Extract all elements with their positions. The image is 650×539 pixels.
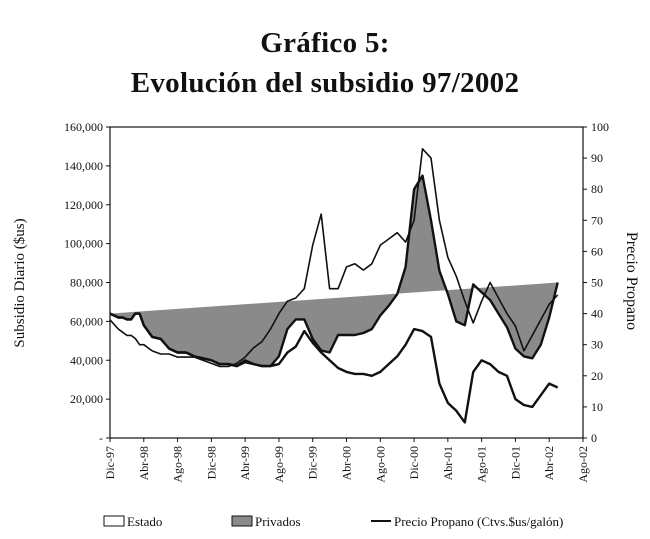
x-tick-label: Abr-01 [441, 446, 455, 480]
area-privados [110, 175, 558, 367]
legend-swatch-privados [231, 515, 253, 527]
y-right-tick-label: 0 [591, 431, 597, 445]
y-left-tick-label: 40,000 [70, 353, 103, 367]
y-right-tick-label: 70 [591, 213, 603, 227]
y-left-tick-label: 160,000 [64, 120, 103, 134]
y-axis-left-label: Subsidio Diario ($us) [12, 218, 28, 347]
y-axis-left: - 20,000 40,000 60,000 80,000 100,000 120,000 1… [64, 120, 110, 445]
y-left-tick-label: 120,000 [64, 198, 103, 212]
legend-swatch-estado [103, 515, 125, 527]
y-right-tick-label: 80 [591, 182, 603, 196]
x-tick-label: Dic-99 [306, 446, 320, 479]
y-left-tick-label: 20,000 [70, 392, 103, 406]
legend-label-precio-propano: Precio Propano (Ctvs.$us/galón) [394, 514, 563, 529]
y-axis-right-label: Precio Propano [623, 232, 640, 330]
x-tick-label: Ago-99 [272, 446, 286, 483]
chart-title: Gráfico 5: [260, 27, 390, 59]
x-tick-label: Dic-01 [508, 446, 522, 479]
y-left-tick-label: 80,000 [70, 276, 103, 290]
y-right-tick-label: 30 [591, 338, 603, 352]
x-tick-label: Abr-99 [238, 446, 252, 480]
chart-subtitle: Evolución del subsidio 97/2002 [130, 67, 520, 99]
y-right-tick-label: 100 [591, 120, 609, 134]
x-tick-label: Ago-02 [576, 446, 590, 483]
y-right-tick-label: 60 [591, 244, 603, 258]
series-line-precio-propano [109, 148, 559, 368]
plot-marks [109, 148, 559, 424]
x-tick-label: Dic-97 [103, 446, 117, 479]
y-axis-right: 0 10 20 30 40 50 60 70 80 90 100 [583, 120, 609, 445]
x-tick-label: Abr-00 [340, 446, 354, 480]
x-tick-label: Ago-98 [171, 446, 185, 483]
x-tick-label: Ago-00 [373, 446, 387, 483]
x-axis: Dic-97 Abr-98 Ago-98 Dic-98 Abr-99 Ago-99 Dic-… [103, 438, 590, 483]
y-right-tick-label: 90 [591, 151, 603, 165]
x-tick-label: Dic-00 [407, 446, 421, 479]
y-right-tick-label: 40 [591, 307, 603, 321]
y-right-tick-label: 50 [591, 276, 603, 290]
y-left-tick-label: 60,000 [70, 314, 103, 328]
legend-label-privados: Privados [255, 514, 301, 529]
x-tick-label: Abr-02 [542, 446, 556, 480]
x-tick-label: Abr-98 [137, 446, 151, 480]
legend: Estado Privados Precio Propano (Ctvs.$us… [103, 514, 563, 529]
y-left-tick-label: 100,000 [64, 237, 103, 251]
y-right-tick-label: 10 [591, 400, 603, 414]
series-line-privados-top [109, 174, 559, 368]
legend-label-estado: Estado [127, 514, 162, 529]
y-left-tick-label: 140,000 [64, 159, 103, 173]
y-left-tick-label: - [99, 431, 103, 445]
x-tick-label: Ago-01 [475, 446, 489, 483]
x-tick-label: Dic-98 [204, 446, 218, 479]
y-right-tick-label: 20 [591, 369, 603, 383]
